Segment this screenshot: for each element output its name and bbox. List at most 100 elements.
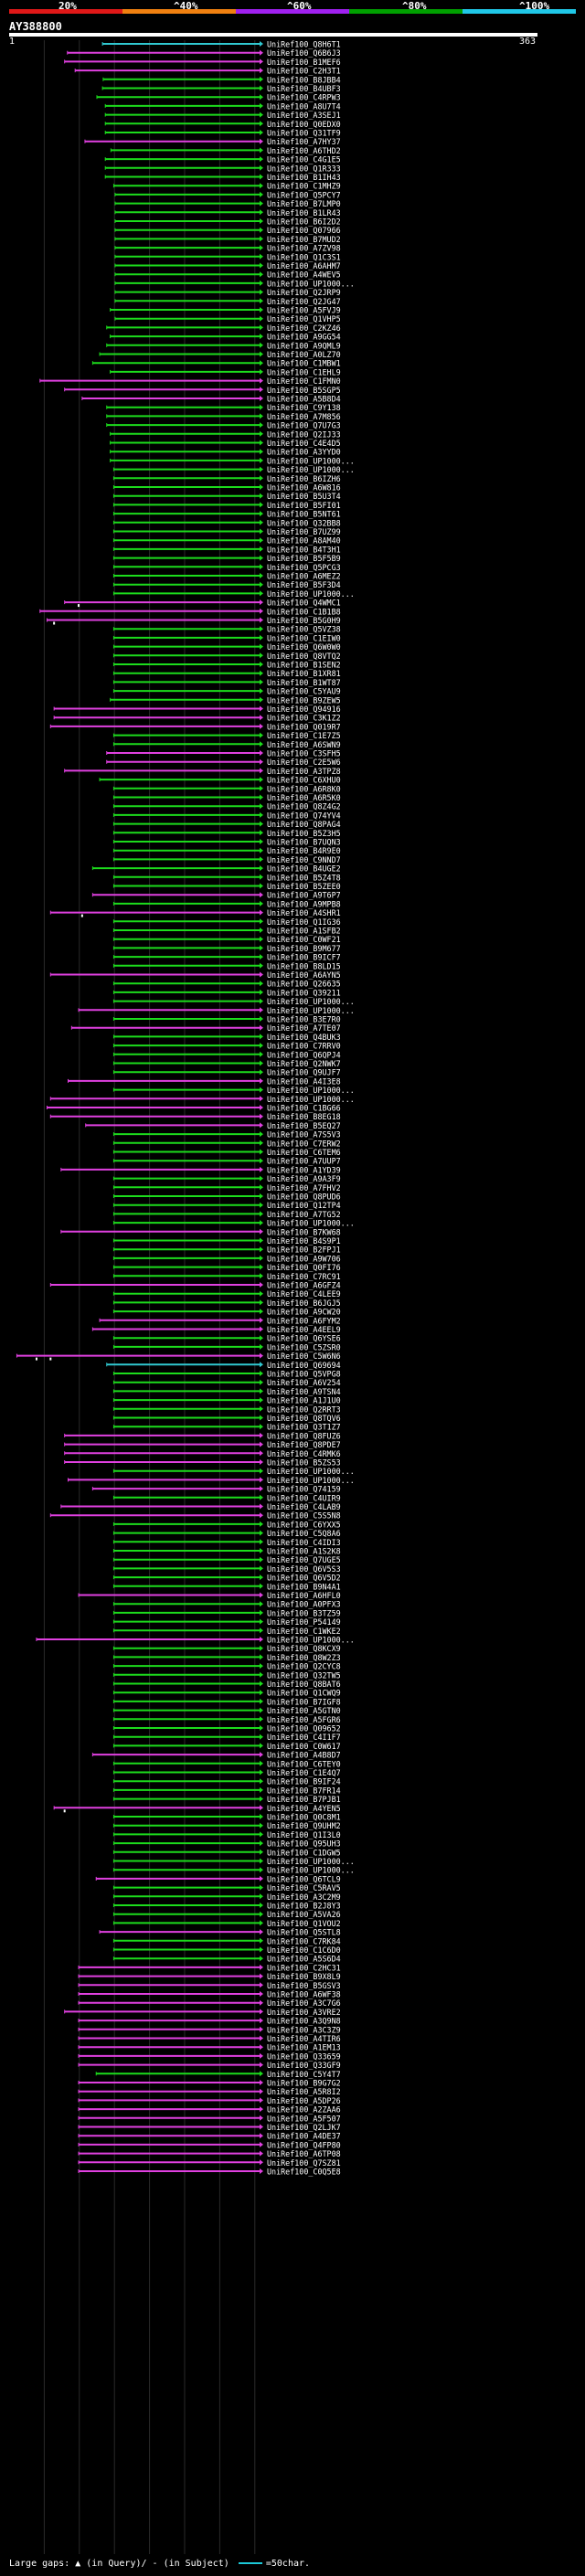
hit-id-label[interactable]: UniRef100_B8LD15 (267, 961, 341, 970)
hit-id-label[interactable]: UniRef100_A1S2K8 (267, 1547, 341, 1556)
hit-row[interactable]: UniRef100_Q6V5S3 (112, 1564, 341, 1574)
hit-row[interactable]: UniRef100_C4I1F7 (112, 1733, 341, 1742)
hit-id-label[interactable]: UniRef100_B4R9E0 (267, 846, 341, 855)
hit-row[interactable]: UniRef100_A9W706 (112, 1254, 341, 1263)
hit-id-label[interactable]: UniRef100_UP1000... (267, 1857, 355, 1866)
hit-id-label[interactable]: UniRef100_Q26635 (267, 980, 341, 989)
hit-id-label[interactable]: UniRef100_A8AM40 (267, 536, 341, 546)
hit-id-label[interactable]: UniRef100_Q4WMC1 (267, 599, 341, 608)
hit-id-label[interactable]: UniRef100_Q09652 (267, 1724, 341, 1733)
hit-row[interactable]: UniRef100_B5ZS53 (64, 1458, 341, 1468)
hit-row[interactable]: UniRef100_Q5PCY7 (114, 190, 341, 199)
hit-id-label[interactable]: UniRef100_Q2IJ33 (267, 429, 341, 439)
hit-id-label[interactable]: UniRef100_B5F5B9 (267, 554, 341, 563)
hit-row[interactable]: UniRef100_Q9UJF7 (112, 1068, 341, 1077)
hit-row[interactable]: UniRef100_B7UZ99 (112, 527, 341, 536)
hit-row[interactable]: UniRef100_Q95UH3 (112, 1839, 341, 1849)
hit-id-label[interactable]: UniRef100_A1J1U0 (267, 1396, 341, 1405)
hit-id-label[interactable]: UniRef100_A5R8I2 (267, 2087, 341, 2096)
hit-id-label[interactable]: UniRef100_C7RC91 (267, 1272, 341, 1281)
hit-id-label[interactable]: UniRef100_C7ERW2 (267, 1139, 341, 1148)
hit-row[interactable]: UniRef100_C4LEE9 (112, 1289, 341, 1299)
hit-row[interactable]: UniRef100_Q32BB8 (112, 518, 341, 527)
hit-row[interactable]: UniRef100_B5Z3H5 (112, 829, 341, 838)
hit-row[interactable]: UniRef100_Q8BAT6 (112, 1680, 341, 1689)
hit-row[interactable]: UniRef100_Q2NWK7 (112, 1059, 341, 1068)
hit-id-label[interactable]: UniRef100_B7UZ99 (267, 527, 341, 536)
hit-row[interactable]: UniRef100_A4DE37 (78, 2132, 341, 2141)
hit-id-label[interactable]: UniRef100_C1C6D0 (267, 1945, 341, 1955)
hit-id-label[interactable]: UniRef100_Q0EDX0 (267, 120, 341, 129)
hit-id-label[interactable]: UniRef100_A4I3E8 (267, 1076, 341, 1086)
hit-row[interactable]: UniRef100_C1C6D0 (112, 1945, 341, 1955)
hit-id-label[interactable]: UniRef100_Q2CYC8 (267, 1662, 341, 1671)
hit-id-label[interactable]: UniRef100_Q94916 (267, 705, 341, 714)
hit-row[interactable]: UniRef100_Q7UGE5 (112, 1555, 341, 1564)
hit-row[interactable]: UniRef100_C5RAV5 (112, 1883, 341, 1892)
hit-row[interactable]: UniRef100_B5NT61 (112, 510, 341, 519)
hit-row[interactable]: UniRef100_C9Y138 (106, 403, 341, 412)
hit-row[interactable]: UniRef100_Q2LJK7 (78, 2123, 341, 2132)
hit-id-label[interactable]: UniRef100_A3VRE2 (267, 2008, 341, 2017)
hit-id-label[interactable]: UniRef100_Q6QPJ4 (267, 1050, 341, 1059)
hit-id-label[interactable]: UniRef100_C7RRV0 (267, 1042, 341, 1051)
hit-row[interactable]: UniRef100_C5W6N6 (16, 1352, 341, 1361)
hit-id-label[interactable]: UniRef100_B9M677 (267, 944, 341, 953)
hit-id-label[interactable]: UniRef100_A6GFZ4 (267, 1281, 341, 1290)
hit-row[interactable]: UniRef100_C7RK84 (112, 1936, 341, 1945)
hit-id-label[interactable]: UniRef100_A4YEN5 (267, 1804, 341, 1813)
hit-row[interactable]: UniRef100_A4WEV5 (114, 270, 341, 280)
hit-row[interactable]: UniRef100_UP1000... (112, 1866, 355, 1875)
hit-row[interactable]: UniRef100_Q1CWQ9 (112, 1689, 341, 1698)
hit-id-label[interactable]: UniRef100_C4I1F7 (267, 1733, 341, 1742)
hit-id-label[interactable]: UniRef100_Q8FUZ6 (267, 1431, 341, 1440)
hit-id-label[interactable]: UniRef100_A6MEZ2 (267, 572, 341, 581)
hit-id-label[interactable]: UniRef100_Q5PCY7 (267, 190, 341, 199)
hit-row[interactable]: UniRef100_Q8VTQ2 (112, 652, 341, 661)
hit-row[interactable]: UniRef100_B2J8Y3 (112, 1902, 341, 1911)
hit-id-label[interactable]: UniRef100_C9NND7 (267, 855, 341, 864)
hit-id-label[interactable]: UniRef100_UP1000... (267, 1467, 355, 1476)
hit-row[interactable]: UniRef100_B9ICF7 (112, 953, 341, 962)
hit-row[interactable]: UniRef100_C4G1E5 (104, 155, 341, 164)
hit-row[interactable]: UniRef100_C4RPW3 (96, 93, 341, 102)
hit-id-label[interactable]: UniRef100_A6W816 (267, 483, 341, 493)
hit-row[interactable]: UniRef100_C5S5N8 (49, 1511, 341, 1521)
hit-row[interactable]: UniRef100_C6YXX5 (112, 1520, 341, 1529)
hit-id-label[interactable]: UniRef100_UP1000... (267, 1636, 355, 1645)
hit-id-label[interactable]: UniRef100_C1DGW5 (267, 1848, 341, 1857)
hit-id-label[interactable]: UniRef100_Q07966 (267, 226, 341, 235)
hit-row[interactable]: UniRef100_B5GSV3 (78, 1981, 341, 1990)
hit-row[interactable]: UniRef100_Q33GF9 (78, 2061, 341, 2070)
hit-id-label[interactable]: UniRef100_Q2LJK7 (267, 2123, 341, 2132)
hit-id-label[interactable]: UniRef100_A6R5K0 (267, 793, 341, 802)
hit-id-label[interactable]: UniRef100_A8U7T4 (267, 101, 341, 111)
hit-row[interactable]: UniRef100_B9G7G2 (78, 2079, 341, 2088)
hit-row[interactable]: UniRef100_Q6QPJ4 (112, 1050, 341, 1059)
hit-row[interactable]: UniRef100_A1SFB2 (112, 927, 341, 936)
hit-row[interactable]: UniRef100_A4SHR1 (49, 908, 341, 917)
hit-id-label[interactable]: UniRef100_C5YAU9 (267, 687, 341, 696)
hit-row[interactable]: UniRef100_Q69694 (106, 1361, 341, 1370)
hit-id-label[interactable]: UniRef100_A7TE07 (267, 1023, 341, 1033)
hit-id-label[interactable]: UniRef100_A6AYN5 (267, 970, 341, 980)
hit-row[interactable]: UniRef100_C2E5W6 (106, 758, 341, 767)
hit-id-label[interactable]: UniRef100_B6IZH6 (267, 474, 341, 483)
hit-row[interactable]: UniRef100_Q1R333 (104, 164, 341, 173)
hit-row[interactable]: UniRef100_Q09652 (112, 1724, 341, 1733)
hit-id-label[interactable]: UniRef100_A6TP08 (267, 2149, 341, 2158)
hit-row[interactable]: UniRef100_C1BG66 (46, 1104, 341, 1113)
hit-row[interactable]: UniRef100_B1WT87 (112, 678, 341, 687)
hit-id-label[interactable]: UniRef100_Q019R7 (267, 722, 341, 731)
hit-row[interactable]: UniRef100_Q6W0W0 (112, 642, 341, 652)
hit-row[interactable]: UniRef100_C4RMK6 (64, 1449, 341, 1458)
hit-row[interactable]: UniRef100_B9X8L9 (78, 1972, 341, 1981)
hit-id-label[interactable]: UniRef100_A0PFX3 (267, 1600, 341, 1609)
hit-id-label[interactable]: UniRef100_B5Z3H5 (267, 829, 341, 838)
hit-row[interactable]: UniRef100_UP1000... (68, 1476, 355, 1485)
hit-id-label[interactable]: UniRef100_C4RMK6 (267, 1449, 341, 1458)
hit-id-label[interactable]: UniRef100_A7HY37 (267, 137, 341, 146)
hit-row[interactable]: UniRef100_Q4WMC1 (64, 599, 341, 608)
hit-id-label[interactable]: UniRef100_Q6V5S3 (267, 1564, 341, 1574)
hit-id-label[interactable]: UniRef100_B3E7R0 (267, 1015, 341, 1024)
